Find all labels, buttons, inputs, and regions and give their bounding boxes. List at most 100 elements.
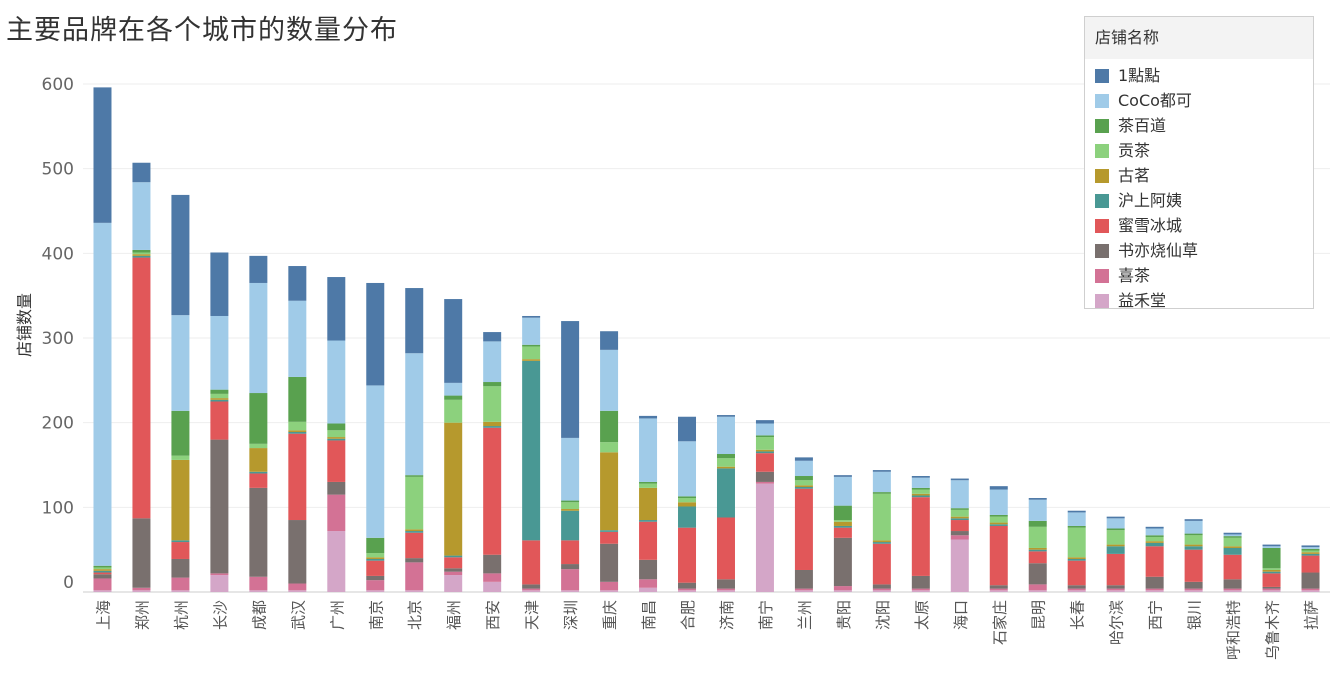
bar-segment[interactable] <box>1223 579 1242 589</box>
bar-segment[interactable] <box>366 590 385 592</box>
bar-segment[interactable] <box>833 520 852 522</box>
bar-segment[interactable] <box>405 532 424 559</box>
bar-segment[interactable] <box>1301 552 1320 554</box>
legend-item[interactable]: 沪上阿姨 <box>1085 188 1313 213</box>
bar-segment[interactable] <box>1223 546 1242 548</box>
bar-segment[interactable] <box>405 590 424 592</box>
bar-segment[interactable] <box>716 453 735 459</box>
bar-segment[interactable] <box>1067 588 1086 591</box>
bar-segment[interactable] <box>210 575 229 592</box>
bar-segment[interactable] <box>132 162 151 183</box>
bar-segment[interactable] <box>950 535 969 540</box>
bar-segment[interactable] <box>639 415 658 419</box>
bar-segment[interactable] <box>93 87 112 223</box>
bar-segment[interactable] <box>288 520 307 584</box>
bar-segment[interactable] <box>1301 572 1320 589</box>
bar-segment[interactable] <box>600 590 619 592</box>
bar-segment[interactable] <box>989 524 1008 526</box>
bar-segment[interactable] <box>483 332 502 342</box>
bar-segment[interactable] <box>639 483 658 488</box>
bar-segment[interactable] <box>405 562 424 591</box>
bar-segment[interactable] <box>639 579 658 588</box>
bar-segment[interactable] <box>93 578 112 591</box>
bar-segment[interactable] <box>444 395 463 400</box>
bar-segment[interactable] <box>93 572 112 575</box>
bar-segment[interactable] <box>872 471 891 493</box>
bar-segment[interactable] <box>444 568 463 572</box>
bar-segment[interactable] <box>171 577 190 591</box>
bar-segment[interactable] <box>950 520 969 532</box>
bar-segment[interactable] <box>288 590 307 592</box>
bar-segment[interactable] <box>93 222 112 566</box>
bar-segment[interactable] <box>600 349 619 411</box>
bar-segment[interactable] <box>1301 548 1320 551</box>
bar-segment[interactable] <box>210 439 229 574</box>
bar-segment[interactable] <box>1301 590 1320 592</box>
bar-segment[interactable] <box>1067 512 1086 526</box>
bar-segment[interactable] <box>1067 558 1086 561</box>
bar-segment[interactable] <box>522 540 541 585</box>
bar-segment[interactable] <box>794 588 813 591</box>
bar-segment[interactable] <box>911 588 930 591</box>
bar-segment[interactable] <box>210 573 229 576</box>
bar-segment[interactable] <box>639 481 658 484</box>
bar-segment[interactable] <box>1223 536 1242 538</box>
bar-segment[interactable] <box>1067 560 1086 586</box>
bar-segment[interactable] <box>678 582 697 589</box>
bar-segment[interactable] <box>872 584 891 589</box>
bar-segment[interactable] <box>1028 498 1047 500</box>
bar-segment[interactable] <box>911 590 930 592</box>
bar-segment[interactable] <box>872 588 891 591</box>
bar-segment[interactable] <box>716 415 735 417</box>
bar-segment[interactable] <box>600 410 619 443</box>
bar-segment[interactable] <box>1184 520 1203 534</box>
bar-segment[interactable] <box>327 430 346 438</box>
bar-segment[interactable] <box>1223 532 1242 535</box>
bar-segment[interactable] <box>1223 537 1242 547</box>
bar-segment[interactable] <box>444 299 463 383</box>
bar-segment[interactable] <box>444 555 463 558</box>
bar-segment[interactable] <box>1262 586 1281 589</box>
bar-segment[interactable] <box>794 460 813 477</box>
legend-item[interactable]: 书亦烧仙草 <box>1085 238 1313 263</box>
bar-segment[interactable] <box>366 385 385 538</box>
bar-segment[interactable] <box>249 393 268 444</box>
bar-segment[interactable] <box>288 583 307 591</box>
bar-segment[interactable] <box>561 509 580 511</box>
bar-segment[interactable] <box>755 437 774 450</box>
bar-segment[interactable] <box>483 581 502 592</box>
bar-segment[interactable] <box>989 486 1008 490</box>
bar-segment[interactable] <box>171 590 190 592</box>
bar-segment[interactable] <box>327 494 346 532</box>
bar-segment[interactable] <box>989 516 1008 523</box>
bar-segment[interactable] <box>755 449 774 452</box>
bar-segment[interactable] <box>911 495 930 498</box>
bar-segment[interactable] <box>1184 544 1203 547</box>
bar-segment[interactable] <box>132 590 151 592</box>
bar-segment[interactable] <box>1223 554 1242 580</box>
bar-segment[interactable] <box>171 455 190 460</box>
bar-segment[interactable] <box>755 453 774 472</box>
bar-segment[interactable] <box>989 585 1008 589</box>
bar-segment[interactable] <box>1106 530 1125 545</box>
bar-segment[interactable] <box>1262 588 1281 591</box>
bar-segment[interactable] <box>405 531 424 533</box>
bar-segment[interactable] <box>522 359 541 361</box>
bar-segment[interactable] <box>755 420 774 424</box>
bar-segment[interactable] <box>93 570 112 573</box>
bar-segment[interactable] <box>171 194 190 316</box>
bar-segment[interactable] <box>911 489 930 494</box>
bar-segment[interactable] <box>639 487 658 521</box>
bar-segment[interactable] <box>1145 542 1164 547</box>
bar-segment[interactable] <box>716 517 735 580</box>
bar-segment[interactable] <box>1145 541 1164 543</box>
bar-segment[interactable] <box>600 543 619 582</box>
bar-segment[interactable] <box>1067 525 1086 528</box>
bar-segment[interactable] <box>249 448 268 472</box>
bar-segment[interactable] <box>327 437 346 439</box>
bar-segment[interactable] <box>989 588 1008 591</box>
bar-segment[interactable] <box>989 514 1008 517</box>
bar-segment[interactable] <box>93 574 112 579</box>
bar-segment[interactable] <box>600 442 619 453</box>
bar-segment[interactable] <box>210 389 229 394</box>
